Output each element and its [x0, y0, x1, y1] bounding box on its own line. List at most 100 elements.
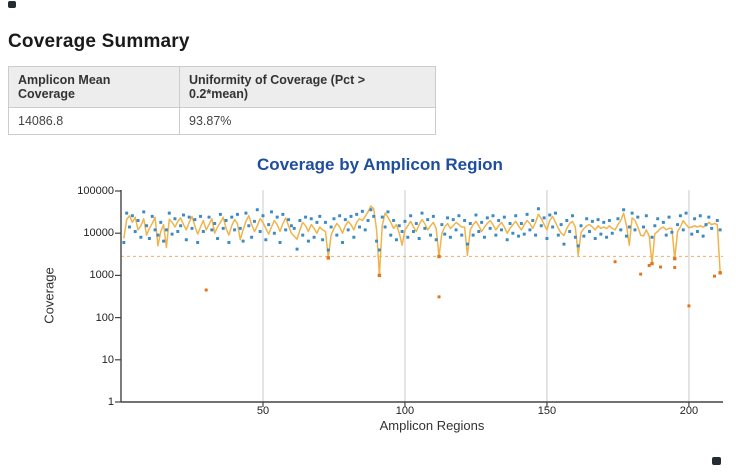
scatter-point	[210, 228, 214, 232]
scatter-point	[312, 235, 316, 239]
scatter-point	[241, 239, 245, 243]
scatter-point	[284, 228, 288, 232]
scatter-point	[573, 235, 577, 239]
scatter-point	[261, 214, 265, 218]
scatter-point	[562, 242, 566, 246]
scatter-point	[167, 211, 171, 215]
scatter-point	[553, 211, 557, 215]
scatter-point	[522, 232, 526, 236]
scatter-point	[258, 229, 262, 233]
scatter-point	[667, 215, 671, 219]
scatter-point	[420, 211, 424, 215]
scatter-point	[568, 229, 572, 233]
scatter-point	[360, 209, 364, 213]
x-tick-label-100: 100	[395, 405, 415, 417]
scatter-point	[551, 225, 555, 229]
scatter-point	[517, 234, 521, 238]
scatter-point	[156, 233, 160, 237]
scatter-point	[536, 207, 540, 211]
scatter-point	[670, 230, 674, 234]
scatter-point	[494, 233, 498, 237]
scatter-point	[514, 214, 518, 218]
scatter-point-below-threshold	[673, 265, 677, 269]
scatter-point	[133, 229, 137, 233]
scatter-point	[678, 214, 682, 218]
scatter-point	[289, 224, 293, 228]
scatter-point	[451, 218, 455, 222]
scatter-point	[465, 242, 469, 246]
scatter-point	[375, 239, 379, 243]
scatter-point	[641, 225, 645, 229]
scatter-point	[150, 214, 154, 218]
scatter-point	[346, 228, 350, 232]
scatter-point	[650, 235, 654, 239]
scatter-point	[318, 214, 322, 218]
scatter-point	[502, 215, 506, 219]
scatter-point-below-threshold	[639, 272, 643, 276]
scatter-point	[187, 215, 191, 219]
table-header-row: Amplicon Mean Coverage Uniformity of Cov…	[8, 66, 436, 108]
scatter-point	[630, 211, 634, 215]
line-point-below-threshold	[437, 254, 441, 259]
scatter-point	[556, 233, 560, 237]
scatter-point	[440, 223, 444, 227]
scatter-point	[355, 212, 359, 216]
scatter-point	[684, 211, 688, 215]
scatter-point	[233, 228, 237, 232]
scatter-point	[505, 238, 509, 242]
scatter-point	[270, 210, 273, 214]
scatter-point	[400, 229, 404, 233]
scatter-point	[363, 228, 367, 232]
scatter-point	[539, 224, 543, 228]
scatter-point	[377, 248, 381, 252]
scatter-point	[590, 219, 594, 223]
scatter-point	[480, 220, 484, 224]
page-title: Coverage Summary	[8, 31, 190, 52]
scatter-point	[295, 247, 299, 251]
scatter-point	[227, 241, 231, 245]
scatter-point	[599, 232, 603, 236]
scatter-point	[474, 213, 478, 217]
scatter-point	[136, 218, 140, 222]
scatter-point	[142, 210, 146, 214]
scatter-point	[403, 219, 407, 223]
scatter-point	[511, 231, 515, 235]
scatter-point	[340, 241, 344, 245]
scatter-point	[482, 235, 486, 239]
scatter-point	[414, 221, 418, 225]
scatter-point	[534, 233, 538, 237]
scatter-point	[252, 219, 256, 223]
corner-mark-top-left	[8, 1, 16, 8]
coverage-summary-table: Amplicon Mean Coverage Uniformity of Cov…	[8, 66, 436, 135]
scatter-point	[565, 218, 569, 222]
corner-mark-bottom-right	[712, 457, 721, 465]
scatter-point	[548, 213, 552, 217]
scatter-point	[468, 221, 472, 225]
scatter-point	[128, 225, 132, 229]
scatter-point	[559, 223, 563, 227]
scatter-point	[145, 224, 149, 228]
scatter-point	[588, 229, 592, 233]
scatter-point	[695, 229, 699, 233]
scatter-point	[201, 229, 205, 233]
scatter-point	[392, 218, 396, 222]
scatter-point	[332, 217, 336, 221]
scatter-point	[326, 248, 330, 252]
scatter-point	[338, 214, 342, 218]
line-point-below-threshold	[718, 271, 722, 275]
scatter-point	[431, 214, 435, 218]
scatter-point	[656, 217, 660, 221]
coverage-line	[123, 205, 721, 277]
scatter-point	[315, 220, 319, 224]
scatter-point	[397, 224, 401, 228]
line-point-below-threshold	[377, 273, 382, 278]
scatter-point	[176, 229, 180, 233]
scatter-point	[173, 217, 177, 221]
scatter-point	[627, 225, 631, 229]
x-axis-label: Amplicon Regions	[379, 418, 485, 433]
line-point-below-threshold	[326, 256, 330, 260]
scatter-point	[661, 220, 665, 224]
scatter-point	[701, 234, 705, 238]
scatter-point	[531, 218, 535, 222]
scatter-point-below-threshold	[437, 295, 441, 299]
